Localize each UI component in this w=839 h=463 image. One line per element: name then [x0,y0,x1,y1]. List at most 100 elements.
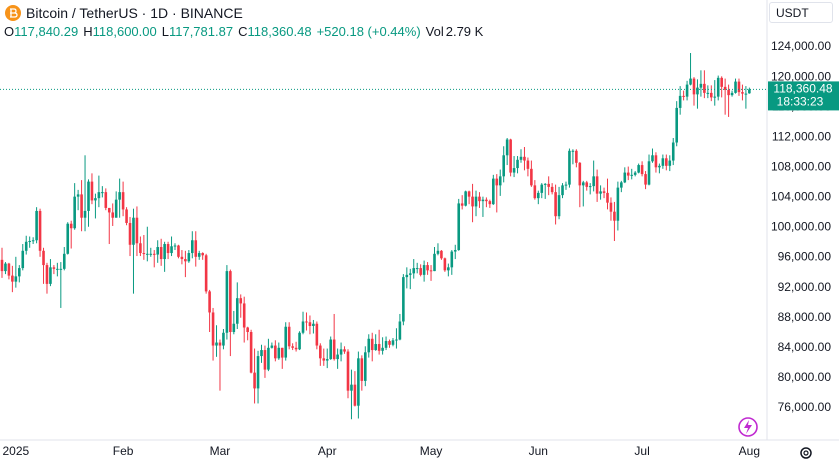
candle-body [460,203,464,206]
candle-body [471,196,474,207]
candle-body [0,259,4,272]
candle-body [685,84,689,97]
candle-body [121,192,125,210]
ohlc-value: 117,840.29 [14,24,79,39]
candle-body [14,276,18,282]
x-tick-label: Feb [113,444,134,458]
x-tick-label: May [420,444,443,458]
candle-body [585,182,589,187]
candle-body [73,196,76,229]
x-tick-label: 2025 [2,444,29,458]
candle-body [370,338,374,351]
y-tick-label: 84,000.00 [778,340,832,354]
candle-body [301,321,305,333]
candle-body [668,160,672,166]
bolt-icon[interactable] [738,417,758,437]
candle-body [474,196,478,207]
volume-key: Vol [425,24,444,39]
candle-body [575,150,578,163]
ohlc-key: C [238,24,248,39]
x-tick-label: Apr [318,444,337,458]
currency-selector[interactable]: USDT [769,2,833,23]
candle-body [492,178,495,205]
candle-body [647,161,651,185]
x-tick-label: Jul [634,444,649,458]
candle-body [7,263,11,276]
candle-body [620,182,623,188]
candle-body [505,139,509,156]
candle-body [166,244,170,254]
candle-body [391,340,395,345]
candle-body [325,359,329,361]
candle-body [588,186,592,188]
candle-body [613,211,616,221]
candle-body [367,338,371,353]
candle-body [734,81,737,93]
candle-body [374,344,377,351]
candle-body [699,83,703,88]
candle-body [440,250,443,259]
candle-body [637,165,640,173]
ohlc-key: H [83,24,93,39]
candle-body [135,217,139,244]
candle-body [395,339,398,341]
candle-body [270,345,274,348]
candle-body [478,196,481,202]
candle-body [83,210,87,218]
candle-body [343,349,346,352]
x-tick-label: Aug [739,444,760,458]
candle-body [537,192,540,199]
candle-body [149,253,153,255]
candle-body [94,198,97,201]
candle-body [229,271,232,333]
candle-body [519,156,523,160]
candle-body [675,107,678,143]
candle-body [426,265,429,271]
candle-body [748,89,751,94]
countdown-label: 18:33:23 [777,95,824,109]
candle-body [170,246,173,254]
candle-body [139,243,142,254]
ohlc-value: 118,600.00 [92,24,157,39]
symbol-header: Bitcoin / TetherUS · 1D · BINANCE O 117,8… [4,3,483,41]
y-tick-label: 100,000.00 [771,220,831,234]
candle-body [495,178,499,186]
candle-body [429,270,433,272]
candle-body [623,172,627,183]
candle-body [215,342,218,346]
settings-icon[interactable] [800,447,812,459]
candle-body [222,332,225,346]
candle-body [97,192,101,199]
symbol-title[interactable]: Bitcoin / TetherUS · 1D · BINANCE [26,4,243,21]
candle-body [101,192,104,194]
x-tick-label: Jun [529,444,548,458]
candle-body [433,253,436,272]
candle-body [651,155,654,162]
candle-body [315,323,319,346]
candle-body [696,87,699,95]
candle-body [11,275,14,282]
candle-body [640,165,644,175]
volume-value: 2.79 K [445,24,484,39]
candle-body [540,184,544,193]
candle-body [457,203,461,251]
candle-body [512,168,516,173]
candle-body [163,244,166,260]
candle-body [654,155,658,168]
candle-body [45,265,49,284]
candle-body [516,159,519,169]
candle-body [312,323,315,326]
candle-body [28,241,31,243]
candle-body [581,182,585,186]
candle-body [277,347,281,359]
candle-body [305,321,308,323]
candle-body [211,312,215,346]
candle-body [260,350,263,357]
candle-body [412,268,416,274]
candle-body [671,142,675,161]
candle-body [177,245,180,257]
candle-body [415,268,419,270]
y-tick-label: 92,000.00 [778,280,832,294]
candle-body [422,265,426,275]
